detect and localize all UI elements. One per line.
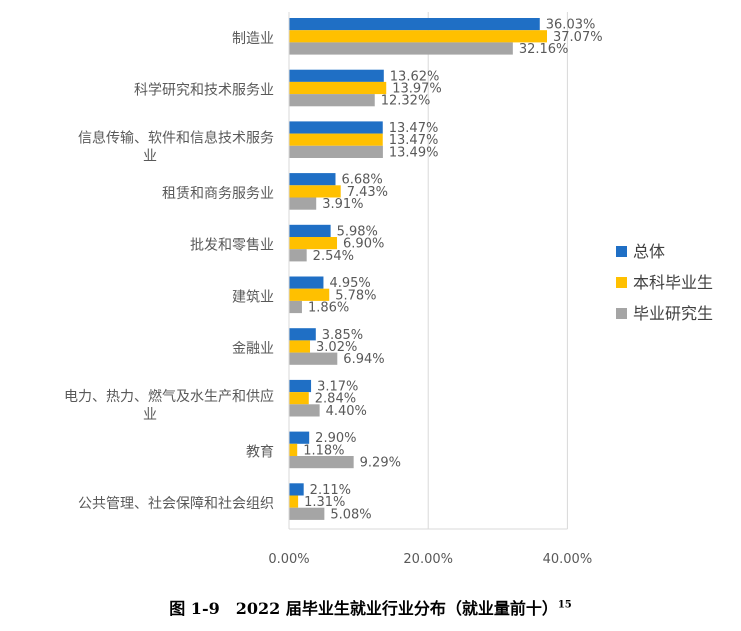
bar (289, 224, 331, 237)
data-label: 2.54% (313, 249, 354, 264)
bar (289, 237, 338, 250)
bars (289, 18, 548, 520)
category-label: 金融业 (232, 341, 274, 357)
bar (289, 404, 320, 417)
data-label: 2.84% (315, 392, 356, 407)
legend-label: 总体 (633, 242, 665, 261)
data-label: 3.85% (322, 328, 363, 343)
legend-swatch (616, 277, 627, 288)
bar (289, 431, 310, 444)
bar (289, 42, 513, 55)
legend-swatch (616, 246, 627, 257)
bar (289, 94, 375, 107)
category-label-wrap: 业 (143, 407, 157, 423)
bar (289, 328, 316, 341)
data-label: 3.91% (322, 197, 363, 212)
data-label: 13.62% (390, 69, 440, 84)
data-label: 13.97% (392, 82, 442, 97)
data-label: 5.08% (330, 507, 371, 522)
category-label: 租赁和商务服务业 (162, 186, 274, 202)
data-label: 9.29% (360, 456, 401, 471)
bar (289, 145, 383, 158)
data-label: 1.18% (303, 443, 344, 458)
data-label: 13.49% (389, 145, 439, 160)
bar (289, 443, 298, 456)
bar (289, 456, 354, 469)
category-label: 公共管理、社会保障和社会组织 (78, 496, 274, 512)
data-label: 3.17% (317, 380, 358, 395)
data-label: 4.95% (329, 276, 370, 291)
bar (289, 18, 540, 31)
bar (289, 340, 311, 353)
data-label: 6.90% (343, 237, 384, 252)
bar (289, 379, 312, 393)
data-label: 4.40% (326, 404, 367, 419)
data-label: 13.47% (389, 133, 439, 148)
data-label: 6.94% (343, 352, 384, 367)
category-label: 制造业 (232, 31, 274, 47)
data-label: 2.90% (315, 431, 356, 446)
category-labels: 制造业科学研究和技术服务业信息传输、软件和信息技术服务业租赁和商务服务业批发和零… (64, 31, 274, 512)
data-label: 36.03% (546, 18, 596, 33)
legend-swatch (616, 308, 627, 319)
bar (289, 276, 324, 289)
category-label: 教育 (246, 444, 274, 460)
data-label: 32.16% (519, 42, 569, 57)
bar (289, 185, 341, 198)
bar (289, 69, 384, 82)
category-label: 批发和零售业 (190, 238, 274, 254)
bar (289, 121, 383, 134)
data-label: 7.43% (347, 185, 388, 200)
data-label: 12.32% (381, 94, 431, 109)
bar (289, 173, 336, 186)
figure-caption: 图 1-9 2022 届毕业生就业行业分布（就业量前十）15 (0, 595, 741, 619)
data-label: 37.07% (553, 30, 603, 45)
x-tick-label: 40.00% (543, 552, 593, 567)
bar (289, 507, 325, 520)
x-tick-label: 20.00% (403, 552, 453, 567)
bar (289, 495, 299, 508)
caption-text: 图 1-9 2022 届毕业生就业行业分布（就业量前十） (169, 599, 558, 618)
bar (289, 81, 387, 95)
data-label: 13.47% (389, 121, 439, 136)
data-label: 1.86% (308, 301, 349, 316)
data-label: 5.98% (337, 224, 378, 239)
category-label: 电力、热力、燃气及水生产和供应 (64, 388, 274, 405)
legend-label: 本科毕业生 (633, 273, 713, 292)
category-label: 科学研究和技术服务业 (134, 83, 274, 99)
data-label: 5.78% (335, 288, 376, 303)
category-label: 信息传输、软件和信息技术服务 (78, 129, 274, 146)
bar (289, 483, 304, 496)
data-label: 1.31% (304, 495, 345, 510)
data-label: 6.68% (341, 173, 382, 188)
caption-footnote: 15 (557, 599, 572, 611)
x-axis: 0.00% 20.00% 40.00% (268, 12, 592, 567)
bar (289, 392, 309, 405)
category-label: 建筑业 (232, 289, 274, 305)
data-label: 2.11% (310, 483, 351, 498)
bar-chart: 制造业科学研究和技术服务业信息传输、软件和信息技术服务业租赁和商务服务业批发和零… (64, 12, 713, 567)
data-label: 3.02% (316, 340, 357, 355)
category-label-wrap: 业 (143, 148, 157, 164)
bar (289, 300, 302, 314)
bar (289, 133, 383, 146)
bar (289, 352, 338, 365)
bar (289, 288, 330, 301)
bar (289, 197, 317, 210)
bar (289, 249, 307, 262)
value-labels: 36.03%37.07%32.16% 13.62%13.97%12.32% 13.4… (303, 18, 602, 523)
legend-label: 毕业研究生 (633, 304, 713, 323)
bar (289, 30, 548, 43)
x-tick-label: 0.00% (268, 552, 309, 567)
